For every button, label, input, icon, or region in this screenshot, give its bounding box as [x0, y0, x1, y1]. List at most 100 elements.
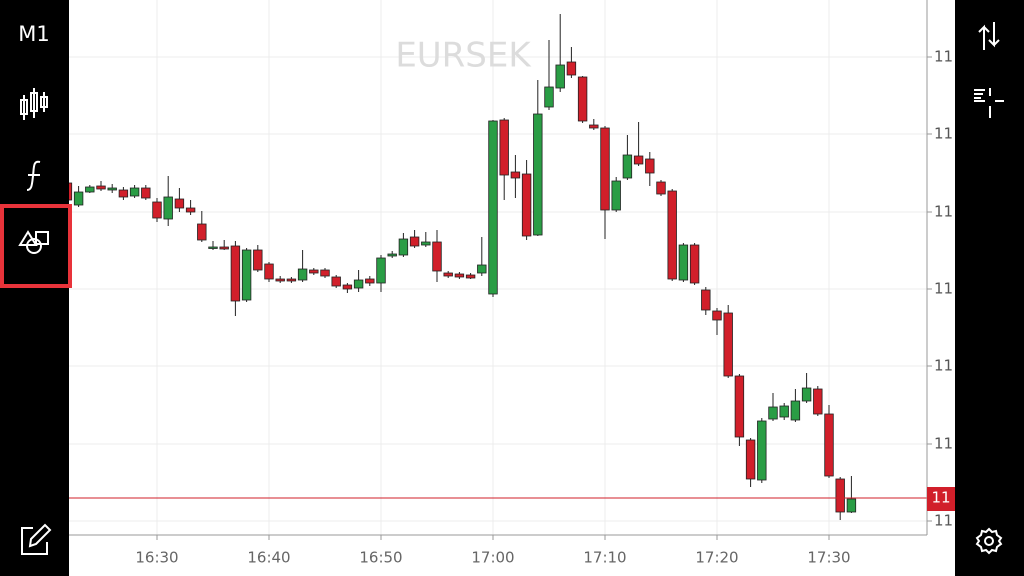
candle-body	[611, 180, 621, 211]
candle-body	[790, 400, 801, 421]
candle-body	[499, 119, 509, 176]
candle-body	[801, 387, 812, 402]
x-tick-label: 17:10	[583, 549, 626, 567]
candle-body	[779, 405, 789, 418]
candle-body	[678, 244, 689, 281]
y-tick-label: 11	[934, 48, 953, 66]
candle-body	[443, 272, 453, 277]
candle-body	[241, 249, 252, 301]
y-tick-label: 11	[934, 512, 953, 530]
candle-body	[768, 406, 778, 420]
candle-body	[667, 190, 677, 280]
candle-body	[824, 413, 834, 477]
candle-body	[712, 310, 722, 321]
candle-body	[533, 113, 543, 236]
candle-body	[69, 182, 73, 201]
x-tick-label: 16:50	[359, 549, 402, 567]
candle-body	[421, 241, 431, 246]
candle-body	[197, 223, 207, 241]
candle-body	[331, 276, 341, 287]
candle-body	[757, 420, 767, 481]
y-tick-label: 11	[934, 435, 953, 453]
selected-highlight	[0, 204, 72, 288]
candle-body	[633, 155, 644, 165]
candle-body	[813, 388, 823, 415]
candle-body	[409, 236, 420, 247]
candles	[69, 14, 927, 520]
indicators-button[interactable]	[26, 160, 41, 191]
candle-body	[118, 189, 129, 198]
candle-body	[600, 127, 610, 211]
candle-body	[465, 274, 476, 279]
candle-body	[185, 207, 196, 213]
candle-body	[286, 278, 297, 282]
x-tick-label: 17:20	[695, 549, 738, 567]
candle-body	[219, 246, 229, 250]
candle-body	[275, 278, 285, 282]
right-toolbar	[955, 0, 1024, 576]
timeframe-button[interactable]: M1	[18, 22, 49, 46]
settings-button[interactable]	[975, 527, 1003, 555]
candle-body	[454, 273, 465, 278]
axes: 11 11 11 11 11 11 11 16:30 16:40 16:50 17:00 17:10 1…	[135, 48, 953, 567]
candle-body	[141, 187, 151, 199]
candle-body	[656, 181, 666, 195]
candle-body	[745, 439, 756, 480]
candle-body	[320, 269, 330, 277]
candle-body	[577, 76, 588, 122]
candle-body	[353, 279, 364, 289]
chart-area	[69, 0, 955, 576]
chart-type-button[interactable]	[20, 88, 48, 120]
candle-body	[309, 269, 319, 274]
candle-body	[477, 264, 487, 274]
candle-body	[253, 249, 263, 271]
candle-body	[174, 198, 185, 209]
candle-body	[264, 263, 274, 280]
candle-body	[835, 478, 845, 513]
candle-body	[387, 253, 397, 257]
candle-body	[488, 120, 498, 295]
candle-body	[622, 154, 633, 179]
y-tick-label: 11	[934, 203, 953, 221]
x-tick-label: 17:30	[807, 549, 850, 567]
candle-body	[96, 185, 106, 190]
candle-body	[398, 238, 409, 256]
candle-body	[152, 201, 162, 219]
candle-body	[85, 186, 95, 193]
y-tick-label: 11	[934, 125, 953, 143]
y-tick-label: 11	[934, 357, 953, 375]
candle-body	[297, 268, 308, 281]
drawing-tools-button[interactable]	[18, 230, 49, 254]
candle-body	[365, 278, 375, 284]
candle-body	[846, 498, 857, 513]
x-tick-label: 16:30	[135, 549, 178, 567]
candle-body	[734, 375, 745, 438]
candle-body	[689, 244, 700, 284]
candle-body	[163, 196, 173, 220]
crosshair-button[interactable]	[974, 88, 1004, 118]
last-price-label: 11	[931, 489, 950, 507]
watermark-title: EURSEK	[395, 36, 532, 76]
candle-body	[342, 284, 353, 290]
candle-body	[723, 312, 733, 377]
candle-body	[521, 173, 532, 237]
candle-body	[589, 124, 599, 129]
candle-body	[432, 241, 442, 272]
candle-body	[645, 158, 655, 174]
x-tick-label: 17:00	[471, 549, 514, 567]
edit-button[interactable]	[21, 523, 52, 555]
scale-button[interactable]	[978, 22, 1000, 50]
candle-body	[555, 64, 565, 89]
candle-body	[230, 245, 241, 302]
candle-body	[107, 187, 117, 191]
candle-body	[701, 289, 711, 311]
candle-body	[544, 86, 554, 108]
candle-body	[129, 187, 140, 197]
candle-body	[73, 191, 84, 206]
candle-body	[208, 246, 218, 249]
candle-body	[376, 257, 386, 284]
x-tick-label: 16:40	[247, 549, 290, 567]
y-tick-label: 11	[934, 280, 953, 298]
